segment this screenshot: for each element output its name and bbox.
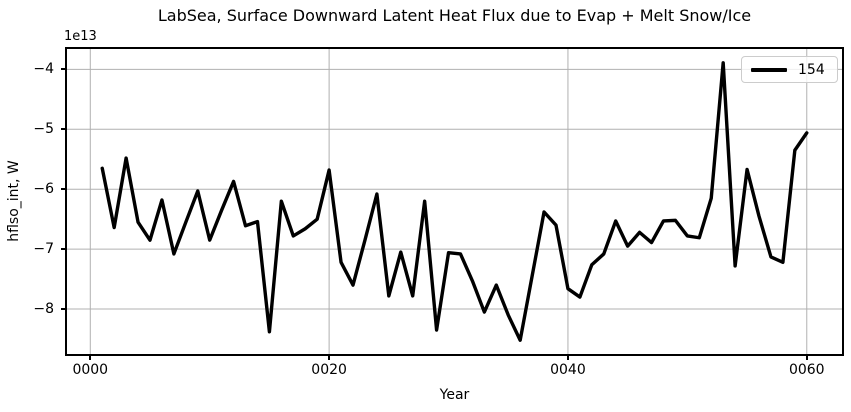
y-axis-offset-text: 1e13 (64, 29, 97, 44)
x-tick-label: 0000 (72, 362, 109, 378)
y-tick-label: −7 (33, 241, 54, 258)
x-axis-label: Year (439, 387, 470, 403)
y-tick-label: −8 (33, 301, 54, 318)
data-line-series-154 (100, 61, 809, 342)
y-tick-mark (61, 248, 65, 251)
legend-line-sample-icon (751, 67, 787, 72)
y-tick-label: −4 (33, 61, 54, 78)
y-axis-label: hflso_int, W (6, 160, 22, 242)
y-tick-label: −6 (33, 181, 54, 198)
y-tick-mark (61, 188, 65, 191)
x-tick-label: 0060 (788, 362, 825, 378)
chart-title: LabSea, Surface Downward Latent Heat Flu… (157, 6, 752, 25)
y-tick-mark (61, 308, 65, 311)
x-tick-mark (566, 356, 569, 360)
line-chart (67, 49, 842, 354)
y-tick-mark (61, 128, 65, 131)
x-tick-mark (328, 356, 331, 360)
legend-label: 154 (798, 61, 825, 78)
plot-area (65, 47, 844, 356)
x-tick-label: 0040 (550, 362, 586, 378)
y-tick-label: −5 (33, 121, 54, 138)
y-tick-mark (61, 68, 65, 71)
x-tick-mark (805, 356, 808, 360)
legend: 154 (741, 56, 838, 83)
x-tick-mark (89, 356, 92, 360)
x-tick-label: 0020 (311, 362, 347, 378)
